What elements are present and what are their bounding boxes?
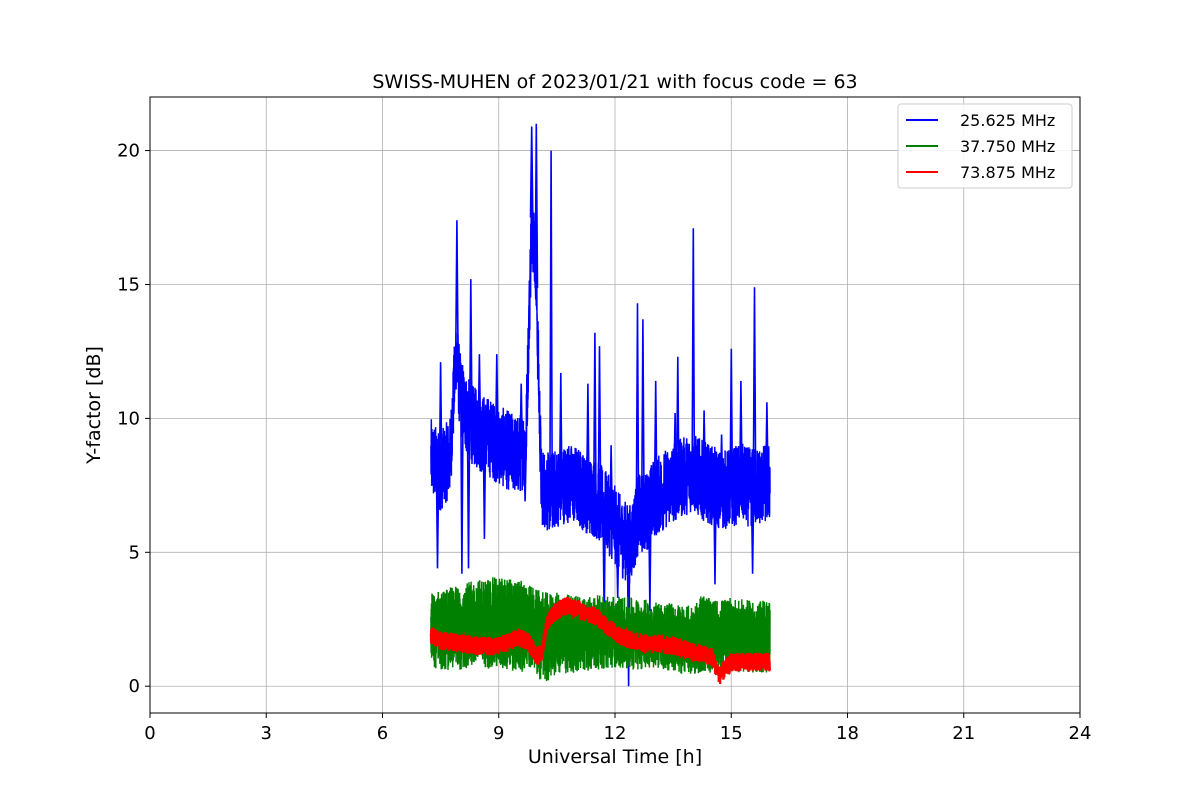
series-spike bbox=[691, 228, 696, 473]
x-tick-label: 15 bbox=[720, 723, 743, 744]
series-spike bbox=[764, 402, 769, 484]
chart-title: SWISS-MUHEN of 2023/01/21 with focus cod… bbox=[372, 71, 857, 93]
x-tick-label: 0 bbox=[144, 723, 155, 744]
y-tick-label: 5 bbox=[129, 542, 140, 563]
x-tick-label: 12 bbox=[604, 723, 627, 744]
series-spike bbox=[482, 434, 487, 539]
series-spike bbox=[675, 356, 680, 481]
y-tick-label: 10 bbox=[117, 408, 140, 429]
y-axis-label: Y-factor [dB] bbox=[83, 346, 105, 465]
series-spike bbox=[460, 398, 464, 574]
series-spike bbox=[466, 417, 471, 569]
x-tick-label: 24 bbox=[1069, 723, 1092, 744]
series-spike bbox=[592, 332, 597, 499]
y-tick-label: 15 bbox=[117, 274, 140, 295]
series-spike bbox=[468, 279, 473, 423]
series-spike bbox=[435, 467, 440, 569]
series-spike bbox=[609, 445, 614, 520]
series-spike bbox=[653, 380, 658, 498]
legend: 25.625 MHz 37.750 MHz 73.875 MHz bbox=[897, 103, 1073, 189]
series-spike bbox=[597, 346, 602, 504]
series-spike bbox=[626, 542, 631, 687]
series-25-625-mhz bbox=[430, 123, 771, 687]
series-spike bbox=[635, 303, 640, 518]
series-spike bbox=[752, 287, 757, 488]
y-tick-label: 0 bbox=[129, 676, 140, 697]
series-spike bbox=[640, 319, 645, 514]
x-axis-label: Universal Time [h] bbox=[528, 746, 702, 768]
series-line bbox=[429, 596, 772, 685]
series-spike bbox=[739, 380, 743, 483]
x-tick-label: 3 bbox=[261, 723, 272, 744]
legend-label: 37.750 MHz bbox=[960, 137, 1055, 156]
ticks: 0 3 6 9 12 15 18 21 24 0 5 10 15 20 bbox=[117, 141, 1091, 744]
series-spike bbox=[729, 348, 734, 489]
series-spike bbox=[534, 123, 539, 289]
series-spike bbox=[647, 505, 652, 612]
legend-label: 25.625 MHz bbox=[960, 111, 1055, 130]
plot-area bbox=[429, 123, 772, 687]
x-tick-label: 9 bbox=[493, 723, 504, 744]
series-spike bbox=[750, 487, 755, 574]
legend-box bbox=[897, 103, 1073, 189]
x-tick-label: 6 bbox=[377, 723, 388, 744]
legend-label: 73.875 MHz bbox=[960, 163, 1055, 182]
series-spike bbox=[558, 372, 563, 486]
series-spike bbox=[702, 410, 707, 482]
series-73-875-mhz bbox=[429, 596, 772, 685]
series-spike bbox=[529, 126, 534, 218]
series-spike bbox=[438, 362, 443, 473]
series-spike bbox=[454, 220, 459, 360]
series-spike bbox=[585, 383, 590, 495]
series-spike bbox=[673, 412, 677, 482]
series-spike bbox=[615, 530, 620, 598]
x-tick-label: 21 bbox=[952, 723, 975, 744]
series-spike bbox=[519, 383, 524, 452]
series-spike bbox=[477, 354, 482, 432]
series-spike bbox=[549, 150, 553, 493]
series-spike bbox=[494, 354, 499, 444]
series-spike bbox=[719, 434, 724, 491]
series-spike bbox=[523, 446, 528, 502]
y-tick-label: 20 bbox=[117, 141, 140, 162]
x-tick-label: 18 bbox=[836, 723, 859, 744]
series-spike bbox=[713, 487, 717, 585]
